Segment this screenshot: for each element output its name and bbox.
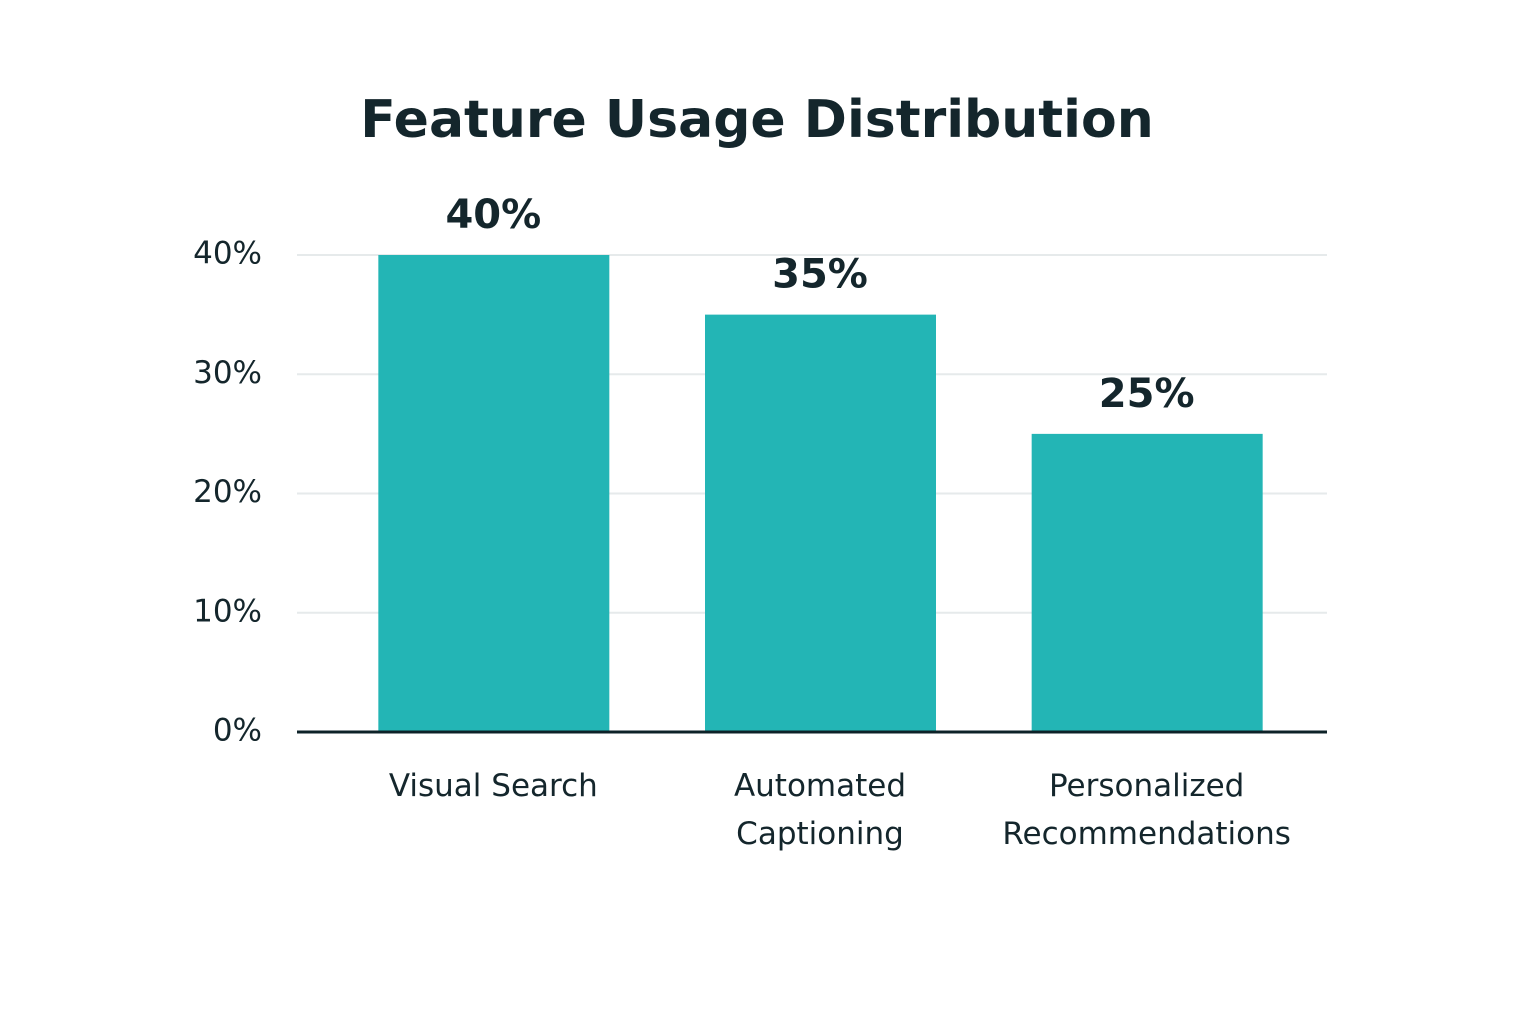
y-tick-label: 30% [193, 355, 262, 391]
x-tick-label: Automated Captioning [733, 768, 907, 852]
value-label: 35% [772, 252, 868, 298]
y-tick-label: 20% [193, 474, 262, 510]
value-label: 40% [445, 192, 541, 238]
value-label: 25% [1099, 371, 1195, 417]
y-tick-label: 0% [213, 713, 262, 749]
bar [1031, 433, 1263, 732]
x-tick-label: Personalized Recommendations [1002, 768, 1291, 852]
bar [378, 255, 610, 732]
x-tick-label: Visual Search [388, 768, 598, 804]
bar [705, 314, 936, 732]
y-tick-label: 40% [193, 236, 262, 272]
y-tick-label: 10% [193, 593, 262, 629]
chart-title: Feature Usage Distribution [360, 90, 1153, 150]
